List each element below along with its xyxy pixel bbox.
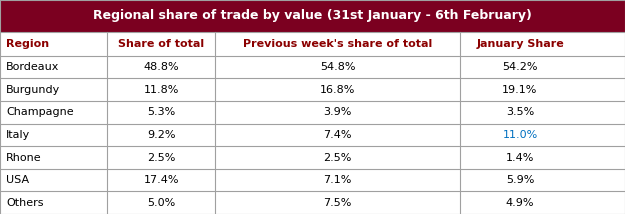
Text: 3.9%: 3.9% [323,107,352,117]
Text: 48.8%: 48.8% [144,62,179,72]
Text: 4.9%: 4.9% [506,198,534,208]
Text: Previous week's share of total: Previous week's share of total [243,39,432,49]
Text: Italy: Italy [6,130,31,140]
Bar [0,0,625,32]
Bar [0,191,625,214]
Text: 54.2%: 54.2% [503,62,538,72]
Bar [0,56,625,79]
Text: 7.5%: 7.5% [323,198,352,208]
Text: USA: USA [6,175,29,185]
Text: Share of total: Share of total [118,39,204,49]
Text: Burgundy: Burgundy [6,85,61,95]
Text: 3.5%: 3.5% [506,107,534,117]
Text: 9.2%: 9.2% [147,130,176,140]
Bar [0,146,625,169]
Text: 54.8%: 54.8% [320,62,355,72]
Bar [0,169,625,191]
Text: Others: Others [6,198,44,208]
Text: 2.5%: 2.5% [323,153,352,162]
Text: 5.0%: 5.0% [147,198,176,208]
Text: 11.8%: 11.8% [144,85,179,95]
Text: 16.8%: 16.8% [320,85,355,95]
Text: 5.9%: 5.9% [506,175,534,185]
Text: 1.4%: 1.4% [506,153,534,162]
Text: Region: Region [6,39,49,49]
Text: Rhone: Rhone [6,153,42,162]
Text: January Share: January Share [476,39,564,49]
Text: 7.1%: 7.1% [323,175,352,185]
Bar [0,124,625,146]
Bar [0,32,625,56]
Bar [0,79,625,101]
Bar [0,101,625,124]
Text: 11.0%: 11.0% [503,130,538,140]
Text: Regional share of trade by value (31st January - 6th February): Regional share of trade by value (31st J… [93,9,532,22]
Text: 5.3%: 5.3% [147,107,176,117]
Text: 2.5%: 2.5% [147,153,176,162]
Text: 7.4%: 7.4% [323,130,352,140]
Text: 17.4%: 17.4% [144,175,179,185]
Text: Champagne: Champagne [6,107,74,117]
Text: 19.1%: 19.1% [503,85,538,95]
Text: Bordeaux: Bordeaux [6,62,59,72]
